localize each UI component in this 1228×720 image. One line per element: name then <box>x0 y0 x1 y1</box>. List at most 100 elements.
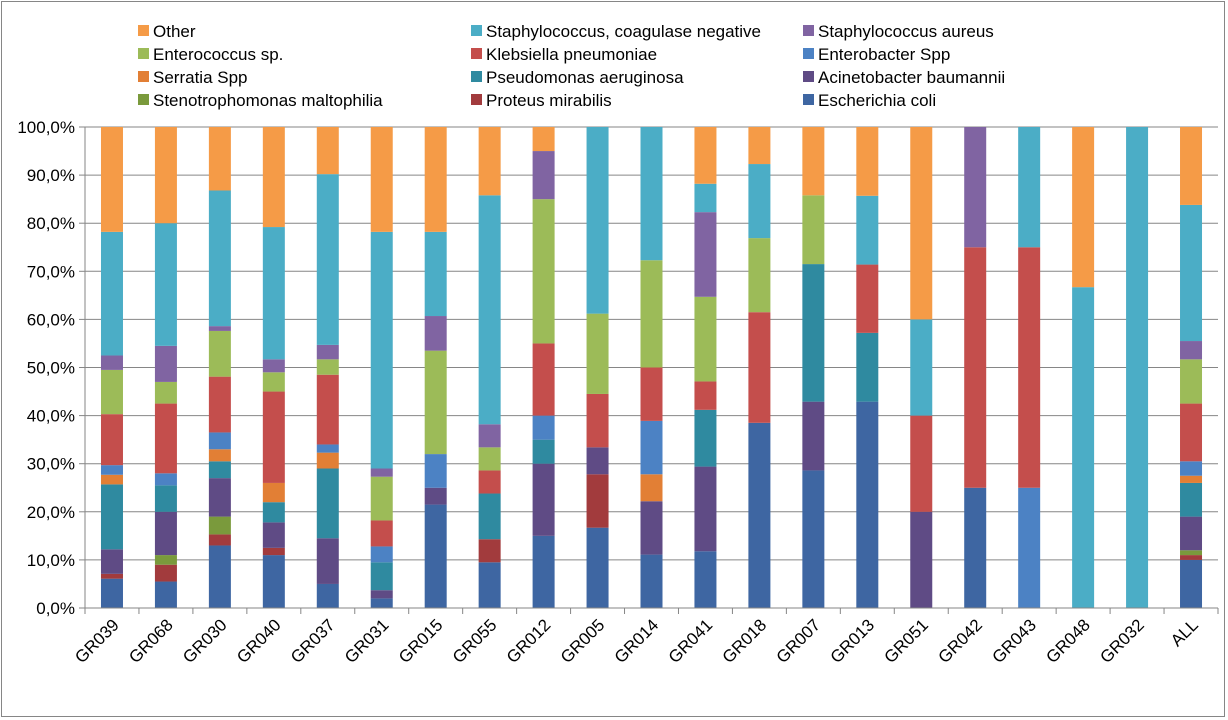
bar-segment-gr055-klebsiella-pneumoniae <box>478 470 501 494</box>
legend-label: Stenotrophomonas maltophilia <box>153 91 383 110</box>
x-tick-label: GR015 <box>395 615 447 667</box>
legend-item-serratia-spp: Serratia Spp <box>138 68 248 87</box>
bar-segment-gr048-other <box>1072 127 1095 288</box>
bar-segment-gr018-escherichia-coli <box>748 422 771 608</box>
bar-segment-gr030-stenotrophomonas-maltophilia <box>208 516 231 535</box>
bar-segment-gr007-acinetobacter-baumannii <box>802 401 825 471</box>
bar-segment-gr018-enterococcus-sp <box>748 238 771 313</box>
legend-swatch <box>138 94 149 105</box>
bar-segment-gr039-serratia-spp <box>100 474 123 485</box>
legend-label: Other <box>153 22 196 41</box>
legend-item-staphylococcus-coagulase-negative: Staphylococcus, coagulase negative <box>471 22 761 41</box>
bar-segment-gr068-enterococcus-sp <box>154 381 177 404</box>
bar-segment-gr012-escherichia-coli <box>532 535 555 608</box>
bar-segment-gr014-escherichia-coli <box>640 554 663 608</box>
bar-segment-gr068-staphylococcus-coagulase-negative <box>154 223 177 346</box>
bar-segment-gr030-serratia-spp <box>208 449 231 462</box>
bar-segment-gr039-enterobacter-spp <box>100 465 123 475</box>
bar-segment-gr068-pseudomonas-aeruginosa <box>154 485 177 512</box>
x-tick-label: GR048 <box>1042 615 1094 667</box>
bar-segment-gr055-pseudomonas-aeruginosa <box>478 493 501 540</box>
bar-segment-gr068-staphylococcus-aureus <box>154 345 177 382</box>
bar-segment-gr040-enterococcus-sp <box>262 372 285 392</box>
bar-segment-all-stenotrophomonas-maltophilia <box>1180 550 1203 556</box>
bar-segment-gr040-pseudomonas-aeruginosa <box>262 502 285 523</box>
bar-segment-gr005-acinetobacter-baumannii <box>586 447 609 475</box>
bar-segment-gr012-staphylococcus-aureus <box>532 151 555 200</box>
x-tick-label: GR031 <box>341 615 393 667</box>
bar-segment-gr031-staphylococcus-aureus <box>370 468 393 477</box>
bar-segment-gr040-escherichia-coli <box>262 555 285 608</box>
x-tick-label: GR014 <box>611 615 663 667</box>
bar-segment-gr005-klebsiella-pneumoniae <box>586 393 609 448</box>
bar-segment-gr051-klebsiella-pneumoniae <box>910 415 933 512</box>
legend-item-stenotrophomonas-maltophilia: Stenotrophomonas maltophilia <box>138 91 383 110</box>
y-tick-label: 0,0% <box>36 599 75 618</box>
bar-segment-gr039-acinetobacter-baumannii <box>100 549 123 574</box>
bar-segment-gr039-klebsiella-pneumoniae <box>100 414 123 466</box>
bar-segment-gr013-other <box>856 127 879 196</box>
y-tick-label: 10,0% <box>27 551 75 570</box>
legend-item-enterococcus-sp: Enterococcus sp. <box>138 45 283 64</box>
x-tick-label: GR032 <box>1096 615 1148 667</box>
legend-swatch <box>138 25 149 36</box>
bar-segment-gr015-other <box>424 127 447 232</box>
legend-item-klebsiella-pneumoniae: Klebsiella pneumoniae <box>471 45 657 64</box>
bar-segment-gr043-klebsiella-pneumoniae <box>1018 247 1041 488</box>
bar-segment-gr037-other <box>316 127 339 175</box>
bar-segment-gr013-pseudomonas-aeruginosa <box>856 332 879 402</box>
legend-label: Serratia Spp <box>153 68 248 87</box>
y-tick-label: 80,0% <box>27 214 75 233</box>
bar-segment-gr014-klebsiella-pneumoniae <box>640 367 663 421</box>
bar-segment-gr037-staphylococcus-coagulase-negative <box>316 174 339 345</box>
bar-segment-gr039-proteus-mirabilis <box>100 573 123 579</box>
bar-segment-gr043-staphylococcus-coagulase-negative <box>1018 127 1041 248</box>
bar-segment-gr013-escherichia-coli <box>856 401 879 608</box>
bar-segment-gr037-enterococcus-sp <box>316 359 339 375</box>
bar-segment-gr007-other <box>802 127 825 196</box>
bar-segment-gr031-acinetobacter-baumannii <box>370 590 393 599</box>
x-tick-label: GR007 <box>773 615 825 667</box>
legend-item-acinetobacter-baumannii: Acinetobacter baumannii <box>803 68 1005 87</box>
bar-segment-gr039-escherichia-coli <box>100 578 123 608</box>
legend-label: Enterococcus sp. <box>153 45 283 64</box>
y-tick-label: 70,0% <box>27 262 75 281</box>
x-tick-label: GR018 <box>719 615 771 667</box>
bar-segment-gr042-escherichia-coli <box>964 487 987 608</box>
bar-segment-gr012-enterococcus-sp <box>532 199 555 344</box>
x-tick-label: GR005 <box>557 615 609 667</box>
bar-segment-gr068-acinetobacter-baumannii <box>154 511 177 556</box>
bar-segment-gr039-staphylococcus-coagulase-negative <box>100 231 123 356</box>
bar-segment-all-escherichia-coli <box>1180 559 1203 608</box>
bar-segment-gr005-escherichia-coli <box>586 527 609 608</box>
y-tick-label: 30,0% <box>27 455 75 474</box>
bar-segment-gr031-pseudomonas-aeruginosa <box>370 562 393 591</box>
bar-segment-gr055-escherichia-coli <box>478 562 501 608</box>
bar-segment-gr037-pseudomonas-aeruginosa <box>316 468 339 539</box>
legend-swatch <box>803 25 814 36</box>
legend-item-staphylococcus-aureus: Staphylococcus aureus <box>803 22 994 41</box>
bar-segment-gr030-staphylococcus-coagulase-negative <box>208 190 231 327</box>
legend-label: Pseudomonas aeruginosa <box>486 68 684 87</box>
bar-segment-gr037-serratia-spp <box>316 452 339 469</box>
bar-segment-gr031-escherichia-coli <box>370 598 393 608</box>
bar-segment-gr015-acinetobacter-baumannii <box>424 487 447 505</box>
bar-segment-gr007-enterococcus-sp <box>802 195 825 265</box>
legend-swatch <box>138 71 149 82</box>
bar-segment-gr040-serratia-spp <box>262 482 285 503</box>
bar-segment-gr037-enterobacter-spp <box>316 444 339 453</box>
bar-segment-gr068-enterobacter-spp <box>154 473 177 486</box>
legend-label: Proteus mirabilis <box>486 91 612 110</box>
legend-swatch <box>803 48 814 59</box>
bar-segment-all-enterococcus-sp <box>1180 359 1203 404</box>
legend-swatch <box>138 48 149 59</box>
legend-item-escherichia-coli: Escherichia coli <box>803 91 936 110</box>
bar-segment-gr005-enterococcus-sp <box>586 313 609 394</box>
bar-segment-all-serratia-spp <box>1180 475 1203 483</box>
bar-segment-gr041-escherichia-coli <box>694 551 717 608</box>
bar-segment-gr042-staphylococcus-aureus <box>964 127 987 248</box>
y-tick-label: 50,0% <box>27 359 75 378</box>
bar-segment-gr043-enterobacter-spp <box>1018 487 1041 608</box>
bar-segment-gr039-enterococcus-sp <box>100 369 123 415</box>
